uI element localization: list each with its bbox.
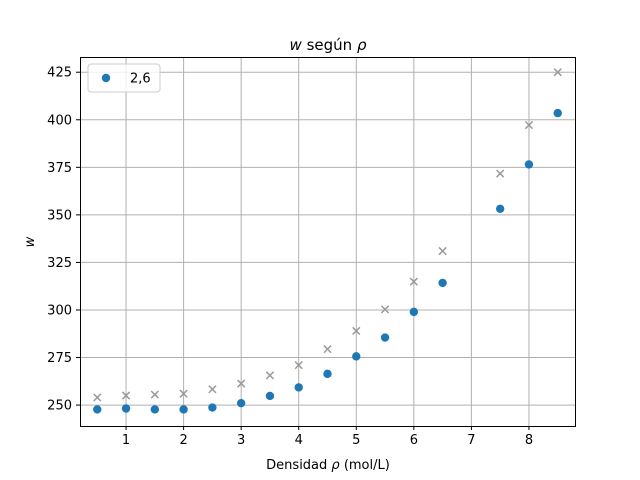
scatter-point-circle (495, 204, 505, 213)
x-tick-label: 5 (352, 433, 360, 448)
x-axis-label: Densidad ρ (mol/L) (266, 458, 390, 473)
scatter-point-x (294, 361, 303, 370)
scatter-point-x (352, 326, 361, 336)
title-middle: según (302, 36, 357, 54)
grid (80, 57, 575, 426)
title-symbol: ρ (357, 36, 367, 54)
scatter-point-x (553, 68, 562, 77)
x-tick-label: 2 (179, 433, 187, 448)
scatter-point-circle (438, 278, 447, 288)
legend-marker-circle (101, 73, 111, 83)
y-tick-label: 400 (47, 113, 72, 128)
scatter-point-x (208, 385, 217, 394)
x-axis-label-prefix: Densidad (266, 458, 331, 473)
y-tick-label: 425 (47, 66, 72, 81)
y-tick-label: 375 (47, 161, 72, 176)
legend-box (87, 63, 161, 93)
x-tick-label: 7 (467, 433, 475, 448)
scatter-point-circle (236, 398, 246, 408)
scatter-point-x (150, 390, 159, 399)
scatter-point-x (237, 379, 246, 388)
legend-label: 2,6 (130, 72, 151, 87)
scatter-point-circle (380, 333, 390, 342)
scatter-point-x (323, 345, 332, 354)
scatter-point-circle (208, 403, 217, 412)
scatter-point-x (265, 371, 275, 380)
x-tick-label: 8 (525, 433, 533, 448)
scatter-point-x (93, 393, 102, 402)
scatter-point-circle (323, 369, 332, 379)
scatter-point-circle (524, 160, 534, 169)
scatter-point-x (380, 305, 390, 314)
y-tick-label: 325 (47, 256, 72, 271)
y-tick-label: 250 (47, 399, 72, 414)
scatter-point-x (438, 246, 447, 256)
legend: 2,6 (87, 63, 161, 93)
scatter-point-circle (179, 405, 188, 414)
x-axis-label-symbol: ρ (331, 458, 340, 473)
scatter-point-x (524, 120, 534, 130)
y-tick-label: 300 (47, 303, 72, 318)
y-axis-label: w (23, 236, 38, 247)
scatter-point-circle (352, 352, 361, 361)
x-axis-label-unit: (mol/L) (340, 458, 390, 473)
scatter-point-circle (409, 307, 419, 317)
x-tick-label: 1 (122, 433, 130, 448)
title-variable: w (290, 36, 303, 54)
scatter-point-circle (93, 405, 102, 414)
x-tick-label: 6 (410, 433, 418, 448)
chart-title: w según ρ (290, 36, 367, 54)
scatter-point-x (496, 169, 505, 178)
y-tick-label: 350 (47, 208, 72, 223)
scatter-point-x (409, 277, 418, 286)
scatter-point-circle (553, 108, 562, 118)
data-points (93, 68, 562, 414)
x-tick-label: 4 (295, 433, 303, 448)
axis-ticks: 1 2 3 4 5 6 7 8 250 275 300 325 350 375 400 425 (47, 66, 533, 448)
x-tick-label: 3 (237, 433, 245, 448)
plot-frame (80, 57, 576, 427)
scatter-point-circle (294, 383, 303, 392)
scatter-point-circle (150, 405, 160, 414)
scatter-point-x (121, 391, 131, 400)
scatter-point-x (179, 389, 188, 398)
y-tick-label: 275 (47, 351, 72, 366)
scatter-point-circle (121, 404, 131, 413)
scatter-point-circle (265, 391, 275, 401)
